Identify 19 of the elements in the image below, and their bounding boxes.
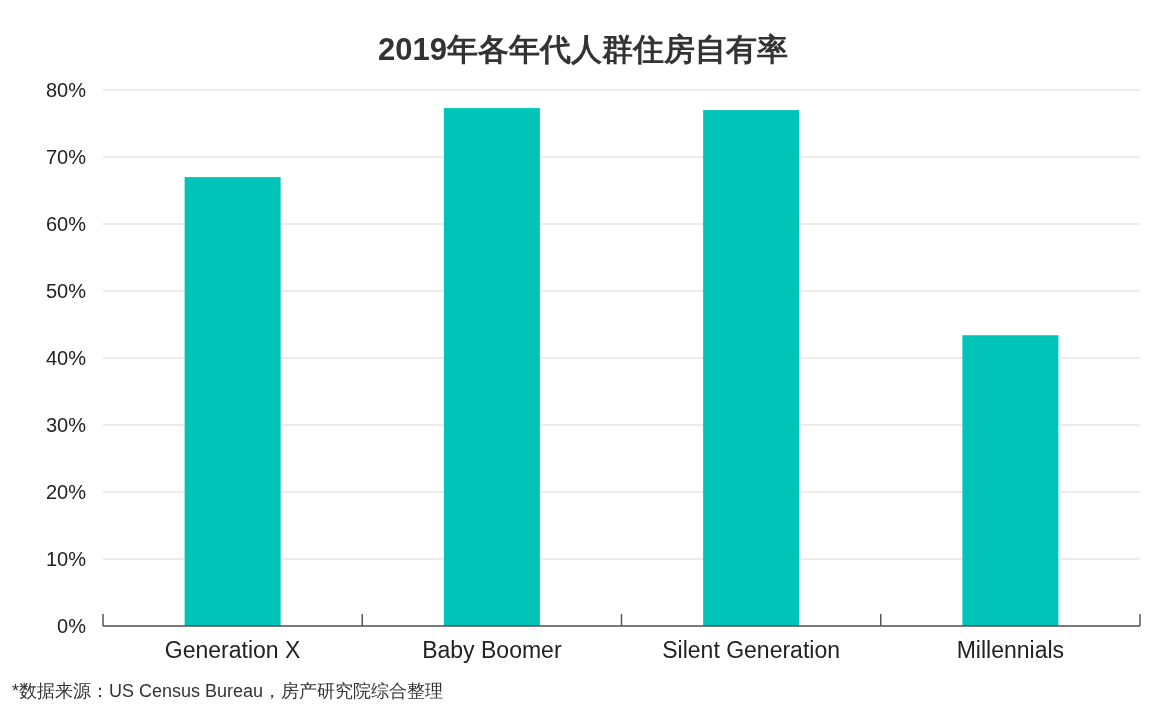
bar bbox=[184, 177, 281, 626]
y-tick-label: 10% bbox=[45, 548, 87, 570]
text: *数据来源：US Census Bureau，房产研究院综合整理 bbox=[12, 681, 444, 701]
x-tick-label: Millennials bbox=[956, 637, 1065, 663]
bar bbox=[443, 108, 540, 626]
x-tick-label: Baby Boomer bbox=[422, 637, 562, 663]
y-tick-label: 70% bbox=[45, 146, 87, 168]
chart-title: 2019年各年代人群住房自有率 bbox=[378, 32, 788, 67]
bar bbox=[703, 110, 800, 626]
y-tick-label: 20% bbox=[45, 481, 87, 503]
x-tick-label: Silent Generation bbox=[662, 637, 840, 663]
y-tick-label: 50% bbox=[45, 280, 87, 302]
y-tick-label: 60% bbox=[45, 213, 87, 235]
x-tick-label: Generation X bbox=[164, 637, 301, 663]
bar bbox=[962, 335, 1059, 626]
y-tick-label: 30% bbox=[45, 414, 87, 436]
y-tick-label: 0% bbox=[57, 615, 87, 637]
y-tick-label: 80% bbox=[45, 79, 87, 101]
y-tick-label: 40% bbox=[45, 347, 87, 369]
